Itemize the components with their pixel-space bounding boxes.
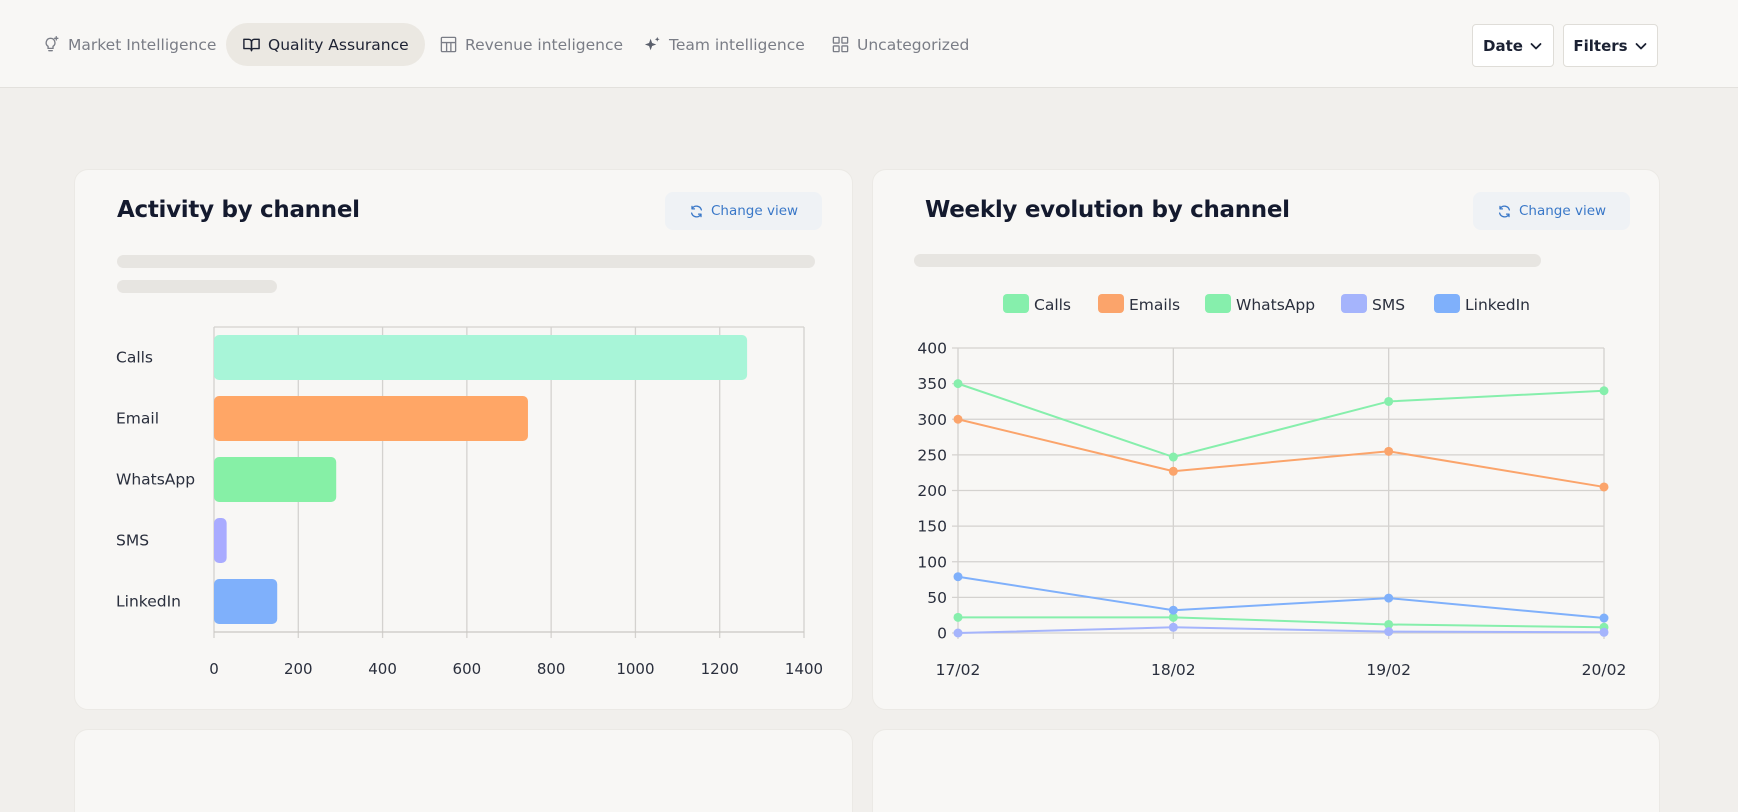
placeholder-card bbox=[74, 729, 853, 812]
placeholder-card bbox=[872, 729, 1660, 812]
bar-email bbox=[214, 396, 528, 441]
book-open-icon bbox=[243, 38, 260, 52]
change-view-button[interactable]: Change view bbox=[665, 192, 823, 230]
category-label: WhatsApp bbox=[116, 471, 195, 489]
change-view-label: Change view bbox=[1519, 203, 1607, 219]
loading-skeleton-line bbox=[914, 254, 1541, 267]
tab-label: Uncategorized bbox=[857, 35, 970, 54]
loading-skeleton-line bbox=[117, 280, 277, 293]
x-tick-label: 1400 bbox=[785, 660, 823, 678]
bar-sms bbox=[214, 518, 227, 563]
filters-label: Filters bbox=[1573, 36, 1628, 55]
date-label: Date bbox=[1483, 36, 1523, 55]
bar-linkedin bbox=[214, 579, 278, 624]
filters-dropdown[interactable]: Filters bbox=[1563, 24, 1658, 67]
x-tick-label: 200 bbox=[284, 660, 313, 678]
card-title: Activity by channel bbox=[117, 197, 360, 223]
x-tick-label: 0 bbox=[209, 660, 219, 678]
tab-team-intelligence[interactable]: Team intelligence bbox=[627, 23, 821, 66]
sparkle-icon bbox=[644, 36, 660, 51]
x-tick-label: 800 bbox=[537, 660, 566, 678]
x-tick-label: 600 bbox=[453, 660, 482, 678]
category-label: Email bbox=[116, 410, 159, 428]
change-view-button[interactable]: Change view bbox=[1473, 192, 1631, 230]
tab-label: Revenue inteligence bbox=[465, 35, 624, 54]
refresh-icon bbox=[1498, 205, 1511, 217]
card-title: Weekly evolution by channel bbox=[925, 197, 1290, 223]
chevron-down-icon bbox=[1530, 42, 1542, 49]
x-tick-label: 1200 bbox=[701, 660, 739, 678]
grid-icon bbox=[832, 36, 849, 53]
x-tick-label: 400 bbox=[368, 660, 397, 678]
tab-uncategorized[interactable]: Uncategorized bbox=[815, 23, 985, 66]
tab-label: Quality Assurance bbox=[268, 35, 409, 54]
refresh-icon bbox=[690, 205, 703, 217]
tab-label: Team intelligence bbox=[669, 35, 805, 54]
top-nav: Market Intelligence Quality Assurance Re… bbox=[0, 0, 1738, 88]
layout-grid-icon bbox=[440, 36, 457, 53]
category-label: LinkedIn bbox=[116, 593, 181, 611]
bar-whatsapp bbox=[214, 457, 337, 502]
tab-quality-assurance[interactable]: Quality Assurance bbox=[226, 23, 425, 66]
weekly-evolution-card: Weekly evolution by channel Change view bbox=[872, 169, 1660, 710]
category-label: Calls bbox=[116, 349, 153, 367]
change-view-label: Change view bbox=[711, 203, 799, 219]
tab-market-intelligence[interactable]: Market Intelligence bbox=[26, 23, 232, 66]
tab-label: Market Intelligence bbox=[68, 35, 217, 54]
loading-skeleton-line bbox=[117, 255, 815, 268]
tab-revenue-intelligence[interactable]: Revenue inteligence bbox=[423, 23, 639, 66]
bar-calls bbox=[214, 335, 748, 380]
chevron-down-icon bbox=[1635, 42, 1646, 49]
date-dropdown[interactable]: Date bbox=[1472, 24, 1554, 67]
x-tick-label: 1000 bbox=[616, 660, 654, 678]
category-label: SMS bbox=[116, 532, 149, 550]
lightbulb-icon bbox=[45, 36, 59, 52]
